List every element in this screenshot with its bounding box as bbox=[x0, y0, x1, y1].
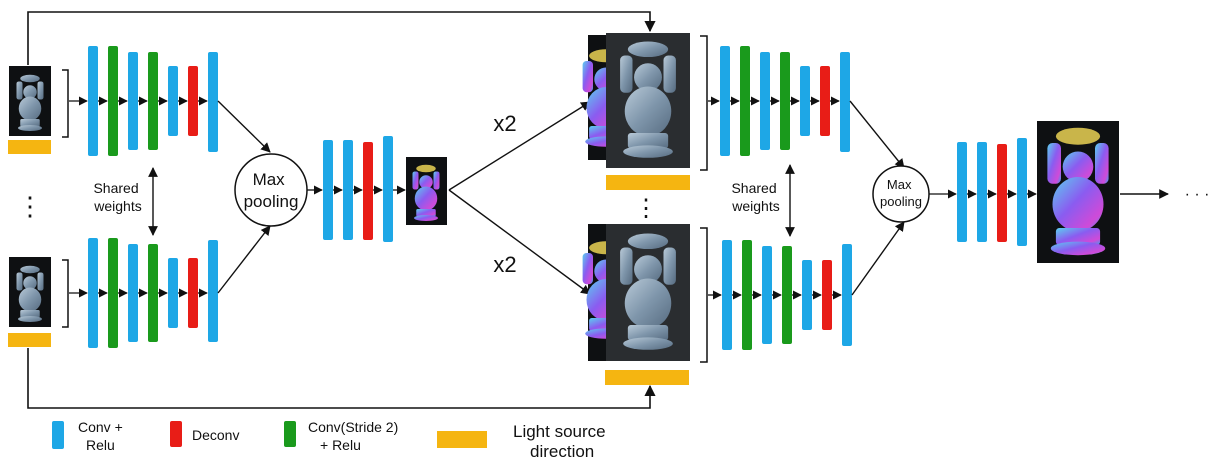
max-pooling-2: Max pooling bbox=[872, 165, 930, 223]
deconv-layer bbox=[363, 142, 373, 240]
conv-relu-layer bbox=[720, 46, 730, 156]
fusion-block-2 bbox=[929, 138, 1037, 246]
conv-relu-layer bbox=[168, 258, 178, 328]
svg-text:Max pooling: Max pooling bbox=[880, 177, 922, 209]
vertical-dots-middle: ⋮ bbox=[634, 195, 658, 222]
conv-relu-layer bbox=[128, 52, 138, 150]
conv-relu-layer bbox=[977, 142, 987, 242]
light-source-bar-stage2-top bbox=[606, 175, 690, 190]
stage2-bracket-top bbox=[700, 35, 708, 171]
x2-label-bottom: x2 bbox=[493, 252, 516, 277]
conv-relu-layer bbox=[800, 66, 810, 136]
output-normal-map bbox=[1037, 121, 1119, 263]
deconv-layer bbox=[997, 144, 1007, 242]
stage2-bracket-bottom bbox=[700, 227, 708, 363]
legend-deconv: Deconv bbox=[170, 421, 239, 447]
conv-relu-layer bbox=[323, 140, 333, 240]
svg-text:Conv + Relu: Conv + Relu bbox=[78, 419, 127, 453]
deconv-layer bbox=[188, 66, 198, 136]
conv-relu-layer bbox=[1017, 138, 1027, 246]
intermediate-normal-map bbox=[406, 157, 447, 225]
conv-stride2-layer bbox=[742, 240, 752, 350]
conv-stride2-layer bbox=[108, 46, 118, 156]
stage2-input-stack-bottom bbox=[582, 224, 690, 361]
legend-conv-stride2: Conv(Stride 2) + Relu bbox=[284, 419, 402, 453]
deconv-layer bbox=[820, 66, 830, 136]
conv-stride2-layer bbox=[148, 52, 158, 150]
legend-conv-relu: Conv + Relu bbox=[52, 419, 127, 453]
shared-weights-label-2: Shared weights bbox=[731, 180, 780, 214]
conv-relu-layer bbox=[343, 140, 353, 240]
conv-relu-layer bbox=[842, 244, 852, 346]
conv-stride2-layer bbox=[780, 52, 790, 150]
svg-text:Deconv: Deconv bbox=[192, 427, 239, 443]
conv-stride2-layer bbox=[108, 238, 118, 348]
conv-relu-layer bbox=[208, 240, 218, 342]
branch-1-bottom bbox=[69, 238, 218, 348]
conv-relu-layer bbox=[383, 136, 393, 242]
bottom-skip-connection bbox=[27, 348, 656, 409]
conv-stride2-layer bbox=[148, 244, 158, 342]
svg-text:Light source direction: Light source direction bbox=[513, 422, 610, 459]
legend-light-source: Light source direction bbox=[437, 422, 610, 459]
branch-2-top bbox=[708, 46, 850, 156]
input-image-top bbox=[9, 66, 51, 136]
conv-relu-layer bbox=[208, 52, 218, 152]
light-source-bar-bottom bbox=[8, 333, 51, 347]
legend: Conv + Relu Deconv Conv(Stride 2) + Relu… bbox=[52, 419, 610, 459]
light-source-bar-stage2-bottom bbox=[605, 370, 689, 385]
x2-label-top: x2 bbox=[493, 111, 516, 136]
fusion-block-1 bbox=[307, 136, 406, 242]
conv-stride2-layer bbox=[782, 246, 792, 344]
branch-1-top bbox=[69, 46, 218, 156]
conv-relu-layer bbox=[128, 244, 138, 342]
input-image-bottom bbox=[9, 257, 51, 327]
conv-relu-layer bbox=[840, 52, 850, 152]
light-source-bar-top bbox=[8, 140, 51, 154]
deconv-layer bbox=[188, 258, 198, 328]
svg-text:Max pooling: Max pooling bbox=[244, 170, 299, 211]
branch-2-bottom bbox=[708, 240, 852, 350]
conv-relu-layer bbox=[760, 52, 770, 150]
stage2-input-stack-top bbox=[582, 33, 690, 168]
conv-relu-layer bbox=[88, 238, 98, 348]
trailing-dots: · · · bbox=[1185, 186, 1209, 203]
shared-weights-label-1: Shared weights bbox=[93, 180, 142, 214]
top-skip-connection bbox=[27, 11, 656, 65]
input-bracket-bottom bbox=[62, 259, 69, 328]
conv-relu-layer bbox=[762, 246, 772, 344]
input-bracket-top bbox=[62, 69, 69, 138]
conv-relu-layer bbox=[957, 142, 967, 242]
max-pooling-1: Max pooling bbox=[234, 153, 308, 227]
conv-relu-layer bbox=[88, 46, 98, 156]
svg-text:Conv(Stride 2) + Relu: Conv(Stride 2) + Relu bbox=[308, 419, 402, 453]
conv-relu-layer bbox=[722, 240, 732, 350]
conv-stride2-layer bbox=[740, 46, 750, 156]
deconv-layer bbox=[822, 260, 832, 330]
conv-relu-layer bbox=[802, 260, 812, 330]
vertical-dots-left: ⋮ bbox=[17, 191, 43, 221]
conv-relu-layer bbox=[168, 66, 178, 136]
